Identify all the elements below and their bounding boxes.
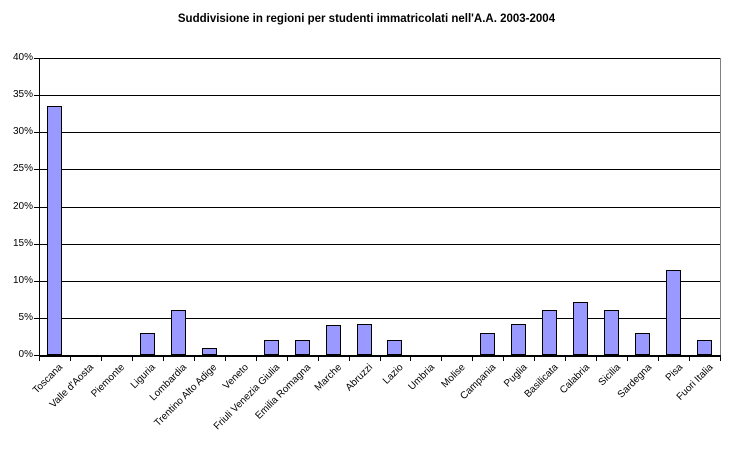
x-tick (163, 357, 164, 361)
x-tick (70, 357, 71, 361)
x-tick (318, 357, 319, 361)
y-axis-label: 5% (18, 312, 33, 323)
y-tick (34, 169, 39, 170)
bar-abruzzi (357, 324, 372, 355)
bar-calabria (573, 302, 588, 355)
y-axis-label: 20% (12, 201, 33, 212)
y-axis-line (39, 58, 40, 357)
y-tick (34, 95, 39, 96)
x-tick (101, 357, 102, 361)
x-axis-line (39, 355, 721, 357)
gridline (40, 207, 720, 208)
bar-lazio (387, 340, 402, 355)
x-tick (39, 357, 40, 361)
bar-marche (326, 325, 341, 355)
gridline (40, 95, 720, 96)
y-tick (34, 244, 39, 245)
y-axis-label: 10% (12, 275, 33, 286)
bar-sicilia (604, 310, 619, 355)
y-axis-label: 35% (12, 89, 33, 100)
x-tick (410, 357, 411, 361)
y-axis-label: 30% (12, 126, 33, 137)
x-tick (194, 357, 195, 361)
bar-emilia-romagna (295, 340, 310, 355)
x-tick (287, 357, 288, 361)
y-tick (34, 132, 39, 133)
x-tick (503, 357, 504, 361)
x-axis-label: Puglia (502, 362, 530, 390)
x-tick (689, 357, 690, 361)
bar-pisa (666, 270, 681, 355)
chart-title: Suddivisione in regioni per studenti imm… (177, 13, 556, 25)
y-tick (34, 318, 39, 319)
x-axis-label: Lazio (381, 362, 406, 387)
y-tick (34, 58, 39, 59)
x-tick (534, 357, 535, 361)
y-axis-label: 15% (12, 238, 33, 249)
y-tick (34, 207, 39, 208)
x-tick (441, 357, 442, 361)
y-axis-label: 0% (18, 349, 33, 360)
gridline (40, 58, 720, 59)
x-tick (720, 357, 721, 361)
bar-campania (480, 333, 495, 355)
gridline (40, 244, 720, 245)
x-tick (256, 357, 257, 361)
x-tick (225, 357, 226, 361)
x-axis-label: Umbria (406, 362, 437, 393)
x-axis-label: Abruzzi (343, 362, 375, 394)
x-tick (380, 357, 381, 361)
bar-fuori-italia (697, 340, 712, 355)
bar-toscana (47, 106, 62, 355)
x-tick (565, 357, 566, 361)
x-axis-label: Liguria (128, 362, 158, 392)
y-axis-label: 25% (12, 163, 33, 174)
x-tick (596, 357, 597, 361)
bar-basilicata (542, 310, 557, 355)
x-tick (627, 357, 628, 361)
gridline (40, 318, 720, 319)
bar-liguria (140, 333, 155, 355)
x-axis-label: Marche (312, 362, 344, 394)
x-axis-label: Calabria (557, 362, 592, 397)
y-axis-label: 40% (12, 52, 33, 63)
bar-friuli-venezia-giulia (264, 340, 279, 355)
y-tick (34, 355, 39, 356)
bar-lombardia (171, 310, 186, 355)
gridline (40, 169, 720, 170)
gridline (40, 281, 720, 282)
x-tick (658, 357, 659, 361)
x-axis-label: Sicilia (596, 362, 623, 389)
x-tick (349, 357, 350, 361)
x-axis-label: Emilia Romagna (253, 362, 313, 422)
x-tick (472, 357, 473, 361)
x-tick (132, 357, 133, 361)
y-tick (34, 281, 39, 282)
x-axis-label: Pisa (663, 362, 685, 384)
gridline (40, 132, 720, 133)
bar-trentino-alto-adige (202, 348, 217, 355)
bar-puglia (511, 324, 526, 355)
bar-sardegna (635, 333, 650, 355)
plot-right-border (720, 58, 721, 355)
